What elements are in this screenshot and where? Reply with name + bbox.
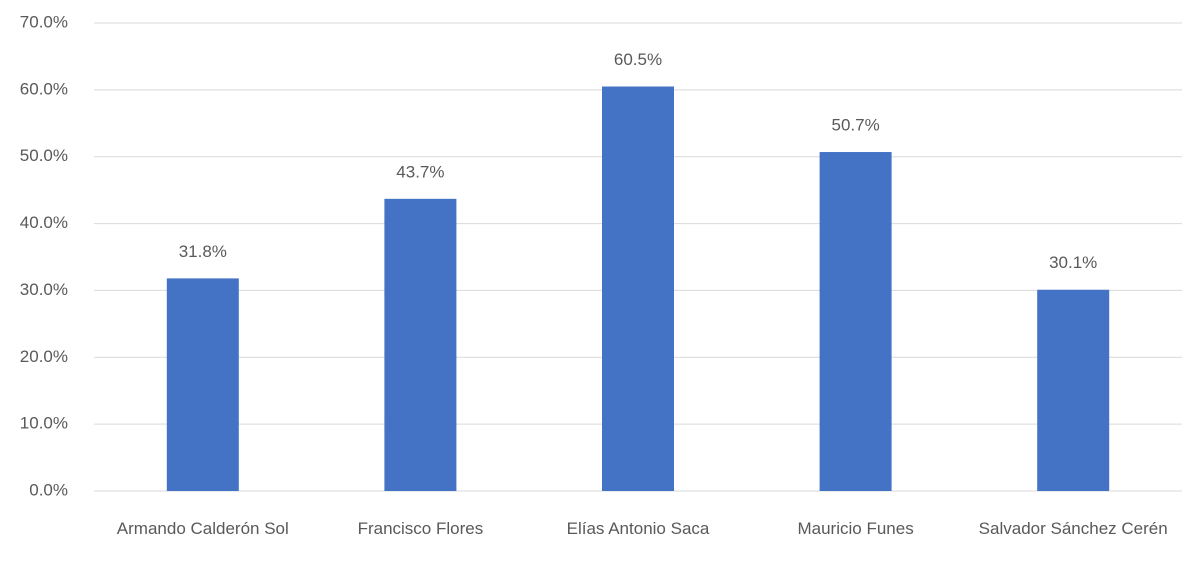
x-tick-label: Mauricio Funes [797,519,914,538]
y-tick-label: 0.0% [29,480,68,499]
y-tick-label: 10.0% [20,414,68,433]
x-tick-label: Salvador Sánchez Cerén [978,519,1168,538]
bar [1037,289,1110,491]
x-tick-label: Francisco Flores [357,519,484,538]
data-label: 50.7% [831,116,879,135]
y-tick-label: 50.0% [20,146,68,165]
data-label: 43.7% [396,162,444,181]
y-tick-label: 30.0% [20,280,68,299]
data-label: 60.5% [614,50,662,69]
bar [602,86,674,491]
y-tick-label: 20.0% [20,347,68,366]
x-tick-label: Armando Calderón Sol [116,519,289,538]
data-label: 31.8% [179,242,227,261]
y-tick-label: 60.0% [20,79,68,98]
y-tick-label: 70.0% [20,12,68,31]
bar [819,152,892,491]
bar [384,198,457,491]
x-tick-label: Elías Antonio Saca [566,519,710,538]
y-tick-label: 40.0% [20,213,68,232]
bar [166,278,239,491]
data-label: 30.1% [1049,253,1097,272]
